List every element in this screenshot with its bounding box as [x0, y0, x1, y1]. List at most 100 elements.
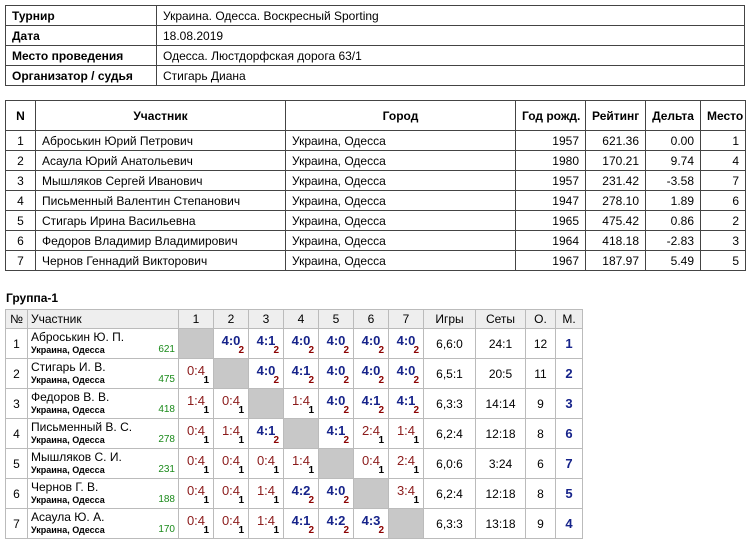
match-points: 2: [378, 375, 384, 386]
player-name: Стигарь И. В.: [31, 360, 106, 374]
header-row: N Участник Город Год рожд. Рейтинг Дельта Мест…: [5, 100, 746, 131]
participant-cell: 475.42: [585, 210, 646, 231]
place: 3: [555, 388, 583, 419]
score: 4:1: [361, 393, 381, 408]
row-number: 7: [5, 508, 28, 539]
participant-cell: Чернов Геннадий Викторович: [35, 250, 286, 271]
group-row: 2 Стигарь И. В. Украина, Одесса 475 0:4 1 4:0 2…: [5, 358, 583, 389]
participant-cell: -3.58: [645, 170, 701, 191]
result-cell: 1:4 1: [248, 508, 284, 539]
points: 8: [525, 478, 556, 509]
participant-cell: Аброськин Юрий Петрович: [35, 130, 286, 151]
match-points: 1: [413, 435, 419, 446]
match-points: 1: [413, 495, 419, 506]
match-points: 1: [378, 465, 384, 476]
header-cell: N: [5, 100, 36, 131]
participant-row: 4 Письменный Валентин Степанович Украина, …: [5, 190, 746, 211]
place: 6: [555, 418, 583, 449]
match-points: 1: [203, 405, 209, 416]
participant-cell: Украина, Одесса: [285, 170, 516, 191]
participant-cell: 170.21: [585, 150, 646, 171]
participant-row: 1 Аброськин Юрий Петрович Украина, Одесса 1…: [5, 130, 746, 151]
result-cell: 4:2 2: [318, 508, 354, 539]
info-key: Организатор / судья: [5, 65, 157, 86]
player-cell: Мышляков С. И. Украина, Одесса 231: [27, 448, 179, 479]
player-name: Чернов Г. В.: [31, 480, 99, 494]
participant-cell: 1: [700, 130, 746, 151]
diagonal-cell: [388, 508, 424, 539]
score: 4:1: [291, 513, 311, 528]
result-cell: 4:0 2: [318, 388, 354, 419]
info-value: Одесса. Люстдорфская дорога 63/1: [156, 45, 745, 66]
score: 4:1: [256, 333, 276, 348]
header-cell: 3: [248, 309, 284, 329]
points: 6: [525, 448, 556, 479]
match-points: 2: [308, 495, 314, 506]
result-cell: 4:0 2: [388, 328, 424, 359]
points: 8: [525, 418, 556, 449]
match-points: 1: [413, 465, 419, 476]
player-sub: Украина, Одесса 278: [31, 434, 175, 446]
result-cell: 4:1 2: [248, 328, 284, 359]
games: 6,3:3: [423, 508, 476, 539]
header-cell: 4: [283, 309, 319, 329]
match-points: 1: [238, 405, 244, 416]
match-points: 2: [273, 375, 279, 386]
score: 4:0: [256, 363, 276, 378]
player-sub: Украина, Одесса 170: [31, 524, 175, 536]
player-city: Украина, Одесса: [31, 465, 105, 475]
info-row: Место проведения Одесса. Люстдорфская дор…: [5, 45, 745, 66]
score: 1:4: [221, 423, 241, 438]
match-points: 2: [413, 405, 419, 416]
info-table: Турнир Украина. Одесса. Воскресный Sporti…: [5, 5, 745, 86]
participant-cell: 0.00: [645, 130, 701, 151]
group-row: 5 Мышляков С. И. Украина, Одесса 231 0:4 1 0:4…: [5, 448, 583, 479]
points: 9: [525, 508, 556, 539]
result-cell: 4:0 2: [248, 358, 284, 389]
player-rating: 418: [158, 404, 175, 415]
score: 4:3: [361, 513, 381, 528]
score: 0:4: [221, 513, 241, 528]
player-name: Письменный В. С.: [31, 420, 133, 434]
result-cell: 0:4 1: [248, 448, 284, 479]
group-row: 3 Федоров В. В. Украина, Одесса 418 1:4 1 0:4 1…: [5, 388, 583, 419]
participant-cell: Стигарь Ирина Васильевна: [35, 210, 286, 231]
player-city: Украина, Одесса: [31, 525, 105, 535]
points: 11: [525, 358, 556, 389]
place: 2: [555, 358, 583, 389]
player-city: Украина, Одесса: [31, 405, 105, 415]
player-city: Украина, Одесса: [31, 435, 105, 445]
score: 4:1: [326, 423, 346, 438]
score: 1:4: [256, 483, 276, 498]
match-points: 2: [273, 435, 279, 446]
place: 7: [555, 448, 583, 479]
result-cell: 4:1 2: [283, 508, 319, 539]
result-cell: 4:0 2: [353, 358, 389, 389]
player-name: Мышляков С. И.: [31, 450, 122, 464]
result-cell: 4:3 2: [353, 508, 389, 539]
player-cell: Асаула Ю. А. Украина, Одесса 170: [27, 508, 179, 539]
match-points: 2: [343, 495, 349, 506]
games: 6,3:3: [423, 388, 476, 419]
score: 1:4: [291, 393, 311, 408]
points: 12: [525, 328, 556, 359]
header-cell: Город: [285, 100, 516, 131]
diagonal-cell: [248, 388, 284, 419]
participant-cell: 3: [5, 170, 36, 191]
player-city: Украина, Одесса: [31, 495, 105, 505]
participant-cell: Украина, Одесса: [285, 190, 516, 211]
participant-cell: 418.18: [585, 230, 646, 251]
participant-cell: 5: [5, 210, 36, 231]
diagonal-cell: [213, 358, 249, 389]
score: 4:0: [326, 363, 346, 378]
result-cell: 0:4 1: [178, 448, 214, 479]
participant-cell: 2: [5, 150, 36, 171]
participant-cell: Мышляков Сергей Иванович: [35, 170, 286, 191]
games: 6,6:0: [423, 328, 476, 359]
place: 4: [555, 508, 583, 539]
header-cell: 5: [318, 309, 354, 329]
info-value: Украина. Одесса. Воскресный Sporting: [156, 5, 745, 26]
header-cell: Место: [700, 100, 746, 131]
result-cell: 4:0 2: [318, 358, 354, 389]
sets: 13:18: [475, 508, 526, 539]
